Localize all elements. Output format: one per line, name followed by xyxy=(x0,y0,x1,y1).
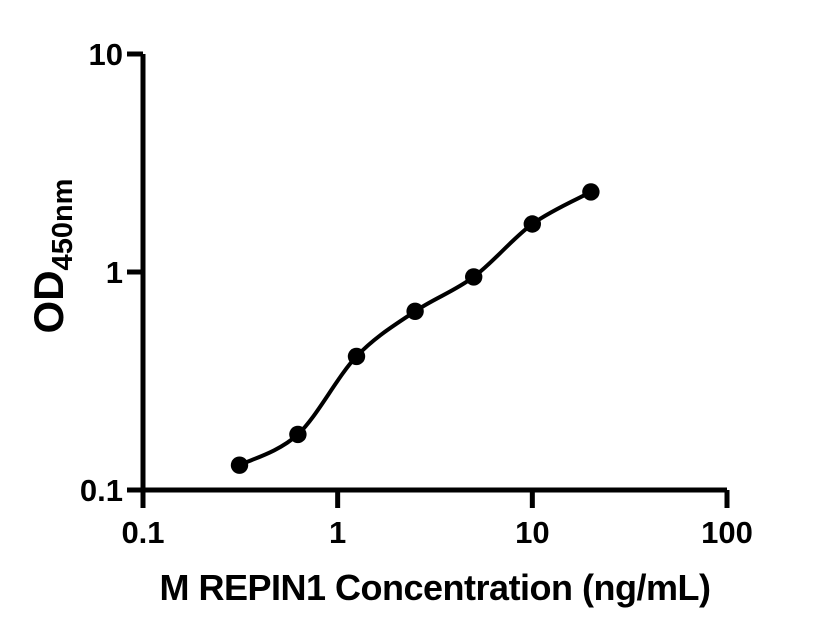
x-tick-label: 10 xyxy=(515,515,549,550)
x-axis-ticks: 0.1 1 10 100 xyxy=(121,490,753,550)
y-tick-label: 0.1 xyxy=(80,473,123,508)
data-point xyxy=(230,456,249,474)
x-axis-title: M REPIN1 Concentration (ng/mL) xyxy=(160,567,711,608)
y-axis-ticks: 0.1 1 10 xyxy=(80,37,143,508)
y-tick-label: 10 xyxy=(89,37,123,72)
data-points xyxy=(230,183,600,474)
data-point xyxy=(406,302,424,320)
plot-area: 0.1 1 10 100 0.1 1 10 M REPIN1 Concentration … xyxy=(25,37,753,608)
y-axis-title-sub: 450nm xyxy=(47,179,79,271)
y-axis-title-main: OD xyxy=(25,270,72,333)
x-tick-label: 100 xyxy=(701,515,753,550)
data-point xyxy=(582,183,600,201)
axis-frame xyxy=(140,54,727,493)
y-tick-label: 1 xyxy=(106,255,123,290)
y-axis-title: OD450nm xyxy=(25,179,79,334)
data-point xyxy=(523,215,541,233)
x-tick-label: 0.1 xyxy=(121,515,164,550)
fit-curve xyxy=(237,189,593,468)
data-point xyxy=(465,268,483,286)
x-tick-label: 1 xyxy=(329,515,346,550)
data-point xyxy=(347,347,366,366)
data-point xyxy=(289,425,307,444)
